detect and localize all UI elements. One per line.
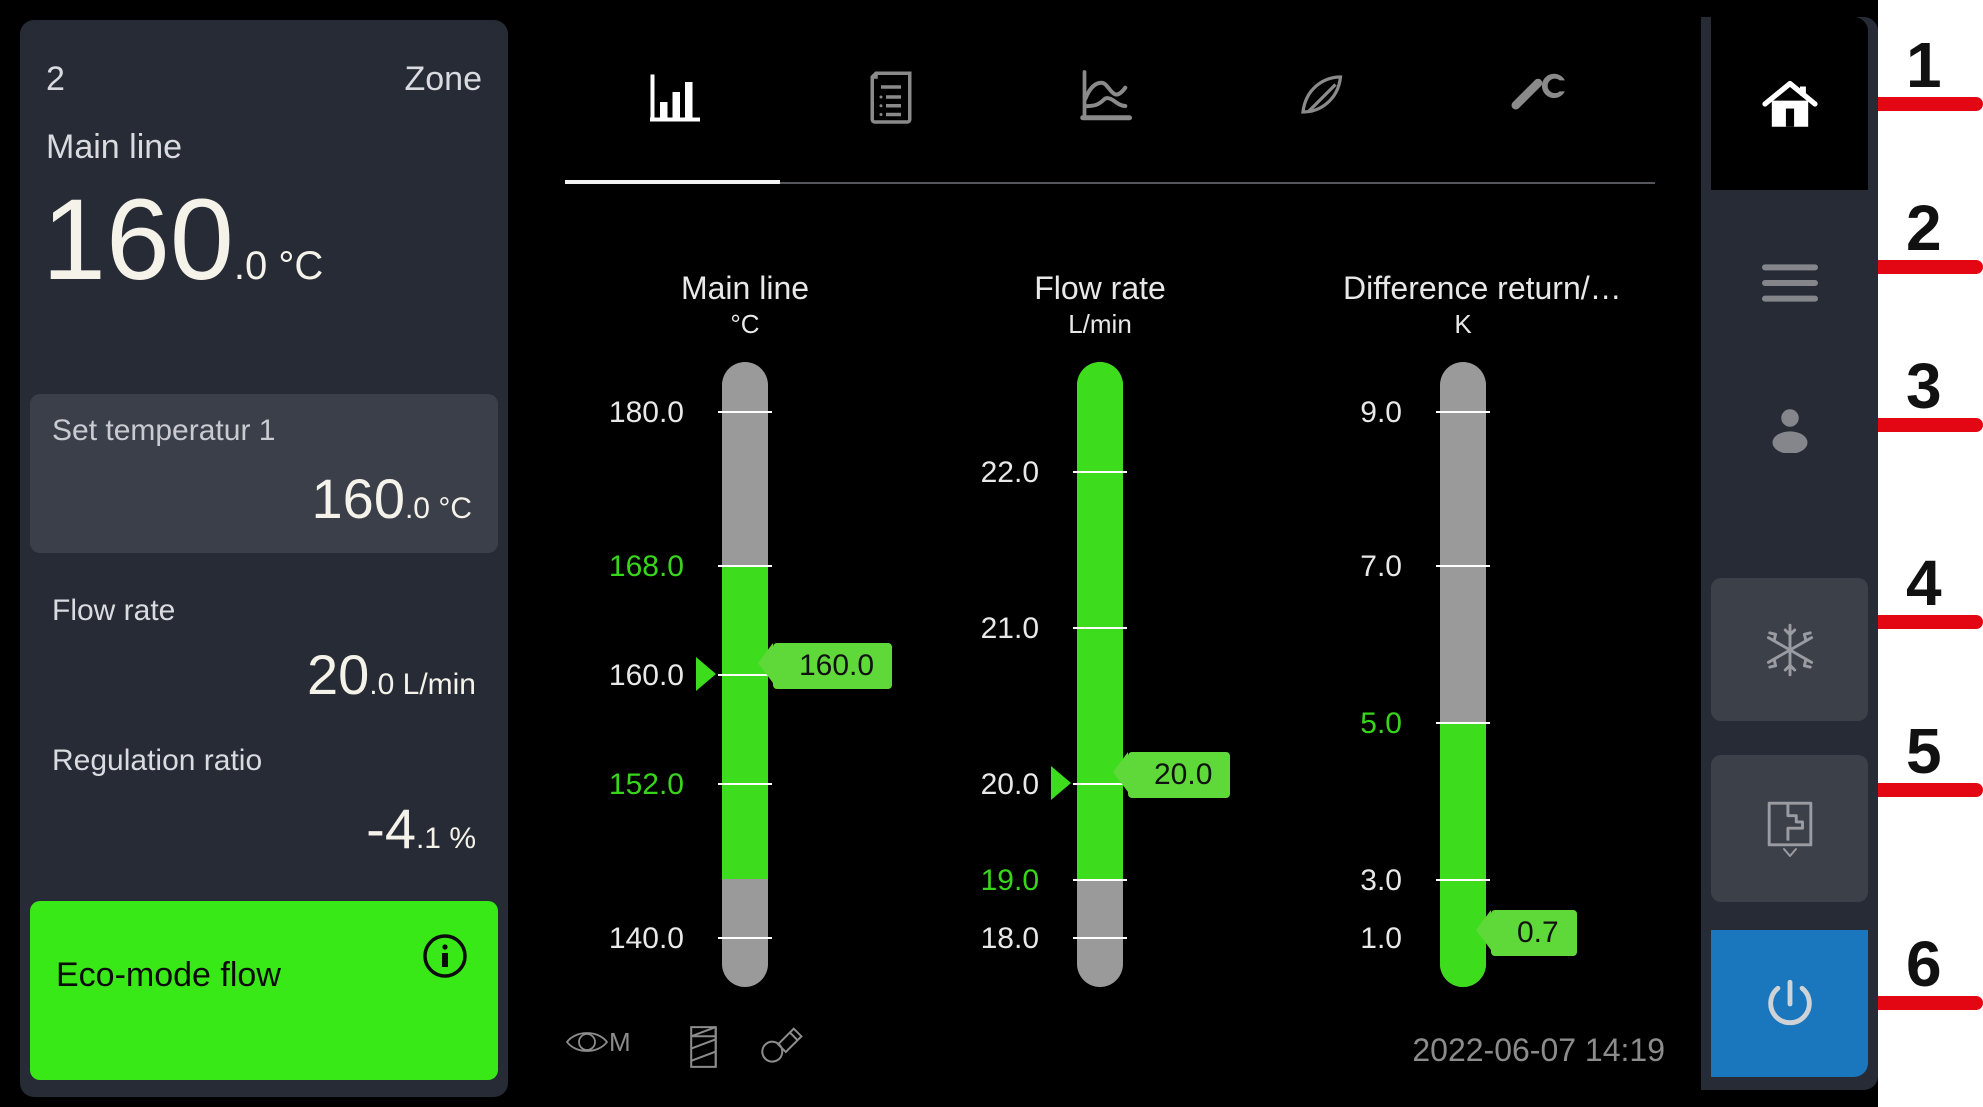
- svg-text:M: M: [609, 1027, 629, 1057]
